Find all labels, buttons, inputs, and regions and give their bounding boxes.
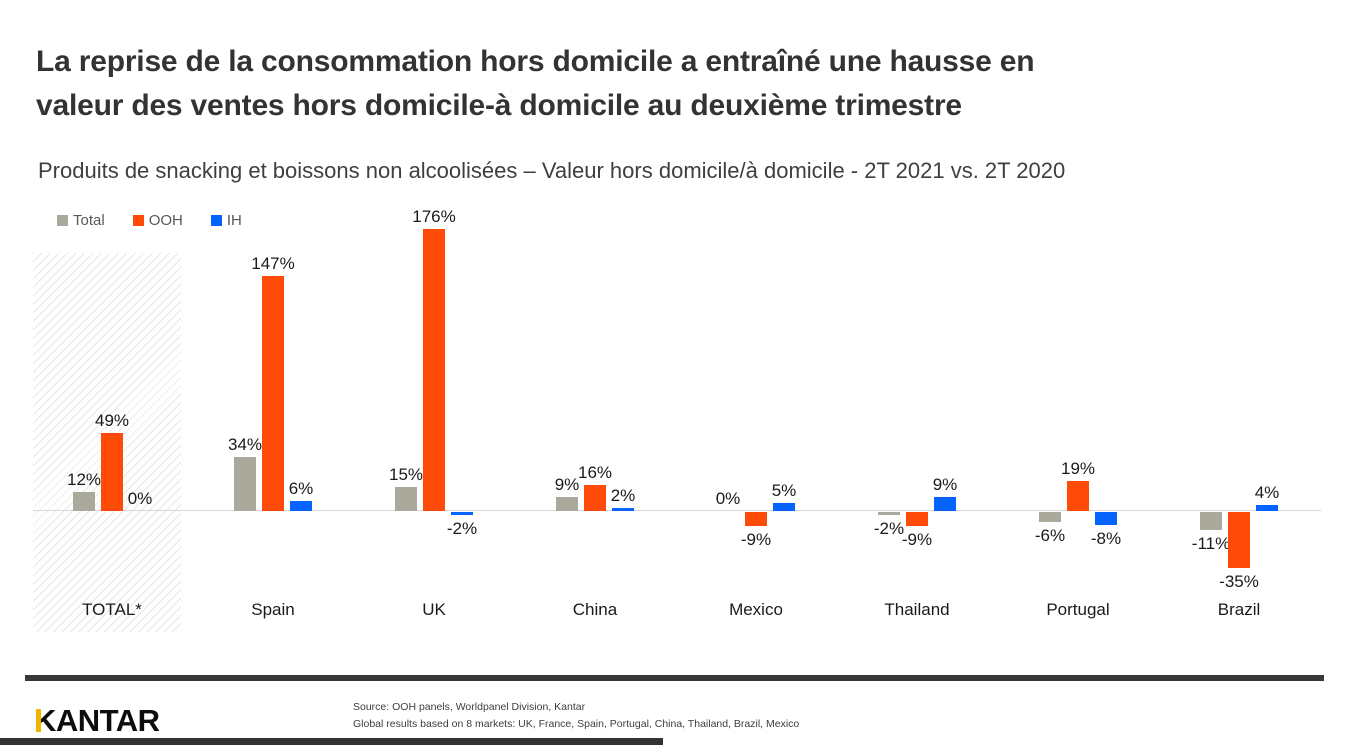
bar-total-china bbox=[556, 497, 578, 511]
bar-total-brazil bbox=[1200, 512, 1222, 530]
category-label-spain: Spain bbox=[251, 600, 295, 619]
kantar-logo-gold-bar-icon bbox=[36, 709, 41, 732]
bar-total-spain bbox=[234, 457, 256, 511]
bar-total-total bbox=[73, 492, 95, 511]
bar-value-label: 9% bbox=[554, 475, 580, 494]
legend-item-ih: IH bbox=[210, 212, 242, 229]
category-label-china: China bbox=[572, 600, 618, 619]
bar-ooh-thailand bbox=[906, 512, 928, 526]
legend-item-total: Total bbox=[57, 212, 105, 229]
bar-value-label: 12% bbox=[66, 470, 102, 489]
bar-ih-spain bbox=[290, 501, 312, 511]
source-note: Source: OOH panels, Worldpanel Division,… bbox=[353, 699, 799, 733]
bar-ooh-total bbox=[101, 433, 123, 511]
bar-total-portugal bbox=[1039, 512, 1061, 522]
bar-ooh-mexico bbox=[745, 512, 767, 526]
bar-ih-portugal bbox=[1095, 512, 1117, 525]
bar-value-label: 2% bbox=[610, 486, 636, 505]
bar-value-label: 19% bbox=[1060, 459, 1096, 478]
kantar-logo: KANTAR bbox=[34, 703, 160, 738]
bar-ih-brazil bbox=[1256, 505, 1278, 511]
bar-value-label: 176% bbox=[412, 207, 456, 226]
bar-value-label: -35% bbox=[1219, 572, 1259, 591]
bar-ih-china bbox=[612, 508, 634, 511]
bar-value-label: 0% bbox=[127, 489, 153, 508]
legend-swatch-total bbox=[57, 215, 68, 226]
bar-value-label: -2% bbox=[873, 519, 905, 538]
x-axis-baseline bbox=[33, 510, 1321, 511]
chart-legend: Total OOH IH bbox=[57, 212, 242, 229]
bar-value-label: 15% bbox=[388, 465, 424, 484]
legend-swatch-ih bbox=[210, 215, 222, 226]
category-label-portugal: Portugal bbox=[1046, 600, 1110, 619]
category-label-brazil: Brazil bbox=[1217, 600, 1261, 619]
bar-ih-mexico bbox=[773, 503, 795, 511]
bar-ooh-brazil bbox=[1228, 512, 1250, 568]
category-label-mexico: Mexico bbox=[729, 600, 783, 619]
kantar-logo-text: KANTAR bbox=[34, 703, 160, 738]
footer-divider bbox=[25, 675, 1324, 681]
legend-label-ih: IH bbox=[226, 212, 242, 229]
category-label-thailand: Thailand bbox=[884, 600, 950, 619]
bar-value-label: -6% bbox=[1034, 526, 1066, 545]
source-line1: Source: OOH panels, Worldpanel Division,… bbox=[353, 701, 586, 713]
bar-value-label: -8% bbox=[1090, 529, 1122, 548]
bar-ooh-portugal bbox=[1067, 481, 1089, 511]
source-line2: Global results based on 8 markets: UK, F… bbox=[353, 718, 800, 730]
bar-value-label: 34% bbox=[227, 435, 263, 454]
bar-ih-thailand bbox=[934, 497, 956, 511]
bar-value-label: 5% bbox=[771, 481, 797, 500]
legend-swatch-ooh bbox=[132, 215, 144, 226]
legend-item-ooh: OOH bbox=[132, 212, 183, 229]
bar-value-label: -2% bbox=[446, 519, 478, 538]
category-label-uk: UK bbox=[422, 600, 446, 619]
bar-value-label: -9% bbox=[901, 530, 933, 549]
legend-label-ooh: OOH bbox=[148, 212, 183, 229]
bar-value-label: 4% bbox=[1254, 483, 1280, 502]
page-title-line1: La reprise de la consommation hors domic… bbox=[36, 45, 1035, 78]
bar-ooh-uk bbox=[423, 229, 445, 511]
page-title-line2: valeur des ventes hors domicile-à domici… bbox=[36, 89, 962, 122]
page-title: La reprise de la consommation hors domic… bbox=[36, 40, 1035, 128]
legend-label-total: Total bbox=[73, 212, 105, 229]
bar-value-label: 0% bbox=[715, 489, 741, 508]
bar-ooh-spain bbox=[262, 276, 284, 511]
bar-value-label: 147% bbox=[251, 254, 295, 273]
bar-total-thailand bbox=[878, 512, 900, 515]
bar-ooh-china bbox=[584, 485, 606, 511]
bar-value-label: 9% bbox=[932, 475, 958, 494]
bar-ih-uk bbox=[451, 512, 473, 515]
bar-value-label: -9% bbox=[740, 530, 772, 549]
bar-total-uk bbox=[395, 487, 417, 511]
bar-value-label: -11% bbox=[1191, 534, 1231, 553]
chart-subtitle: Produits de snacking et boissons non alc… bbox=[38, 158, 1066, 183]
category-label-total: TOTAL* bbox=[82, 600, 142, 619]
bar-value-label: 16% bbox=[577, 463, 613, 482]
bottom-edge-bar bbox=[0, 738, 663, 745]
bar-value-label: 49% bbox=[94, 411, 130, 430]
bar-value-label: 6% bbox=[288, 479, 314, 498]
